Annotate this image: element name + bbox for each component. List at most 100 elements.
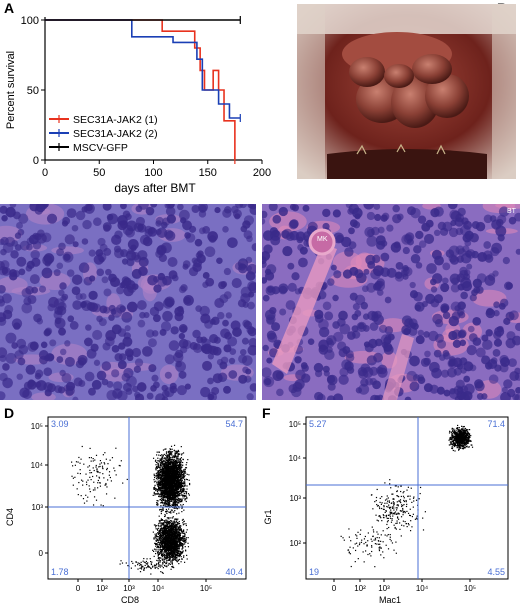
event-dot: [161, 501, 163, 503]
event-dot: [169, 477, 171, 479]
event-dot: [175, 465, 177, 467]
event-dot: [166, 493, 168, 495]
plot-frame: [47, 416, 247, 580]
event-dot: [185, 524, 187, 527]
cell-nucleus: [508, 216, 517, 225]
event-dot: [171, 485, 173, 488]
event-dot: [171, 470, 173, 472]
cell-nucleus: [281, 229, 290, 239]
cell-nucleus: [344, 247, 354, 257]
event-dot: [181, 453, 183, 455]
cell-nucleus: [121, 372, 131, 382]
cell-nucleus: [69, 321, 79, 330]
event-dot: [161, 544, 163, 546]
event-dot: [167, 537, 169, 539]
cell-nucleus: [348, 241, 357, 250]
event-dot: [161, 478, 164, 481]
cell-nucleus: [207, 231, 218, 242]
cell-nucleus: [415, 335, 425, 345]
cell-nucleus: [46, 213, 58, 224]
event-dot: [172, 498, 174, 500]
event-dot: [181, 469, 183, 472]
event-dot: [167, 499, 170, 502]
event-dot: [170, 483, 172, 485]
event-dot: [184, 541, 186, 543]
event-dot: [178, 538, 180, 540]
event-dot: [165, 463, 167, 465]
event-dot: [159, 466, 161, 468]
event-dot: [180, 538, 183, 540]
cell-nucleus: [352, 330, 361, 339]
event-dot: [177, 470, 179, 472]
event-dot: [160, 526, 162, 528]
cell-nucleus: [106, 213, 114, 221]
event-dot: [168, 475, 170, 477]
event-dot: [180, 498, 182, 500]
cell-nucleus: [66, 208, 77, 219]
event-dot: [176, 559, 178, 561]
event-dot: [165, 542, 168, 544]
cell-nucleus: [89, 275, 96, 282]
event-dot: [176, 486, 178, 488]
cell-nucleus: [514, 394, 520, 400]
event-dot: [166, 517, 168, 519]
event-dot: [162, 476, 164, 478]
cell-nucleus: [131, 268, 142, 279]
event-dot: [159, 482, 161, 484]
cell-nucleus: [9, 204, 17, 208]
event-dot: [182, 474, 185, 476]
event-dot: [167, 502, 169, 504]
event-dot: [177, 532, 179, 534]
cell-nucleus: [238, 374, 248, 384]
event-dot: [163, 496, 166, 499]
event-dot: [184, 475, 186, 477]
event-dot: [176, 464, 178, 466]
event-dot: [179, 500, 181, 502]
cell-nucleus: [123, 332, 131, 340]
cell-nucleus: [425, 293, 436, 304]
event-dot: [173, 546, 176, 548]
event-dot: [164, 549, 166, 551]
event-dot: [170, 450, 172, 453]
event-dot: [165, 527, 167, 529]
event-dot: [174, 525, 176, 527]
event-dot: [182, 486, 185, 488]
cell-nucleus: [363, 204, 375, 210]
cell-nucleus: [142, 236, 153, 247]
cell-nucleus: [498, 206, 510, 217]
event-dot: [174, 478, 176, 480]
cell-nucleus: [72, 300, 82, 310]
event-dot: [175, 491, 178, 493]
event-dot: [171, 484, 173, 486]
event-dot: [160, 473, 162, 475]
event-dot: [165, 464, 168, 467]
event-dot: [166, 472, 169, 475]
event-dot: [166, 484, 168, 487]
event-dot: [167, 472, 169, 474]
event-dot: [162, 467, 164, 469]
event-dot: [171, 488, 173, 490]
event-dot: [183, 556, 185, 558]
event-dot: [172, 475, 174, 477]
event-dot: [178, 465, 180, 467]
event-dot: [170, 468, 172, 470]
event-dot: [175, 462, 177, 464]
event-dot: [186, 479, 188, 481]
event-dot: [179, 488, 181, 490]
cell-nucleus: [270, 235, 281, 246]
event-dot: [179, 469, 181, 471]
event-dot: [168, 483, 170, 485]
cell-nucleus: [437, 339, 447, 349]
cell-nucleus: [85, 324, 92, 331]
event-dot: [165, 478, 167, 480]
event-dot: [170, 490, 172, 492]
event-dot: [158, 495, 160, 497]
event-dot: [174, 491, 176, 493]
event-dot: [170, 473, 172, 476]
event-dot: [173, 480, 175, 482]
event-dot: [171, 448, 173, 450]
event-dot: [177, 518, 179, 520]
x-tick-label: 200: [253, 167, 271, 179]
event-dot: [169, 452, 172, 454]
cell-nucleus: [241, 337, 249, 345]
